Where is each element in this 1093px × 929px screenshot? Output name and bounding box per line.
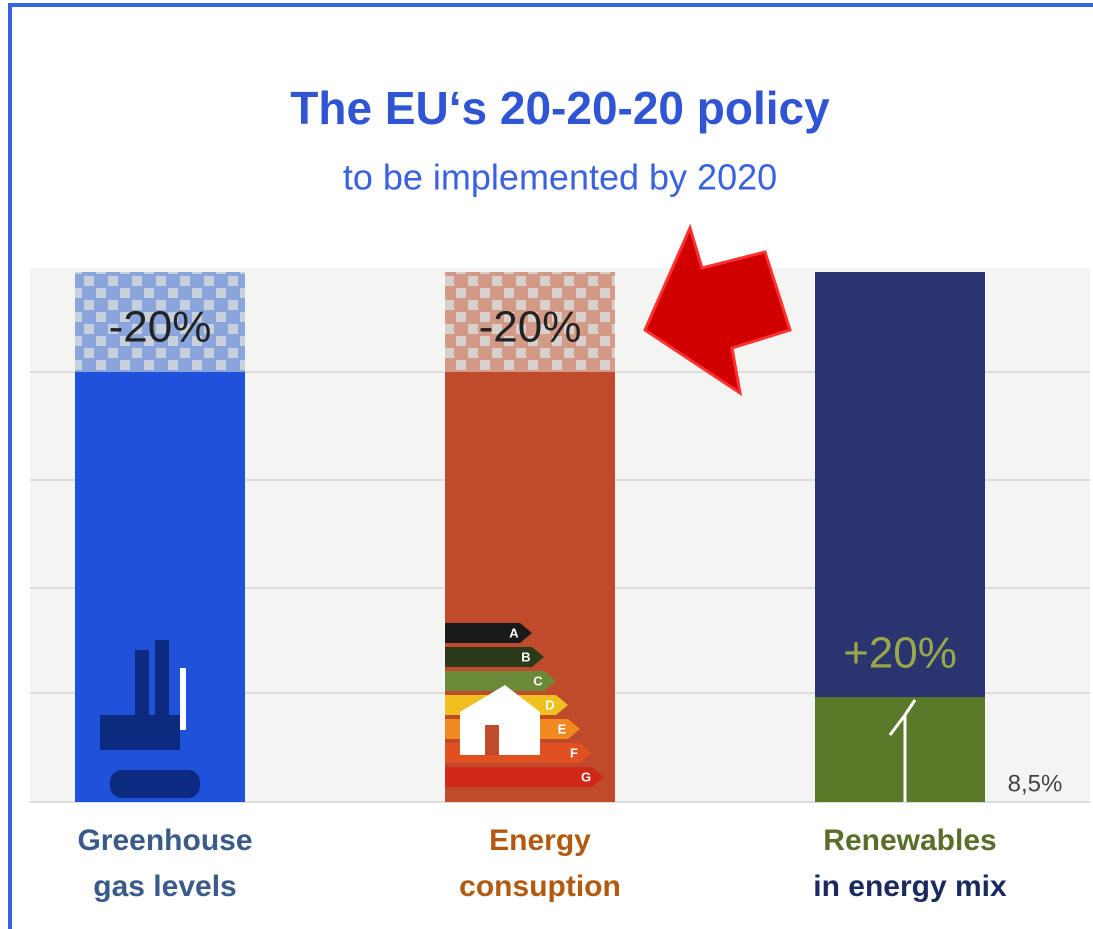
infographic: The EU‘s 20-20-20 policy to be implement… [0, 0, 1093, 929]
column-label: Renewables [823, 824, 996, 857]
value-label: -20% [479, 303, 582, 352]
column-label: in energy mix [813, 870, 1007, 903]
energy-class-label: B [521, 649, 530, 664]
column-label: consuption [459, 870, 621, 903]
bar-baseline [815, 697, 985, 802]
column-label: Energy [489, 824, 591, 857]
subtitle: to be implemented by 2020 [343, 157, 777, 198]
energy-class-label: C [533, 673, 543, 688]
energy-class-label: D [545, 697, 554, 712]
column-label: Greenhouse [77, 824, 252, 857]
energy-class-label: A [509, 625, 519, 640]
baseline-label: 8,5% [1008, 770, 1063, 797]
title: The EU‘s 20-20-20 policy [290, 82, 830, 134]
chimney [180, 668, 186, 730]
energy-class-label: E [558, 721, 567, 736]
column-label: gas levels [93, 870, 236, 903]
energy-class-label: F [570, 745, 578, 760]
energy-class-arrow [445, 623, 532, 643]
value-label: -20% [109, 303, 212, 352]
value-label: +20% [843, 629, 957, 678]
energy-class-label: G [581, 769, 591, 784]
